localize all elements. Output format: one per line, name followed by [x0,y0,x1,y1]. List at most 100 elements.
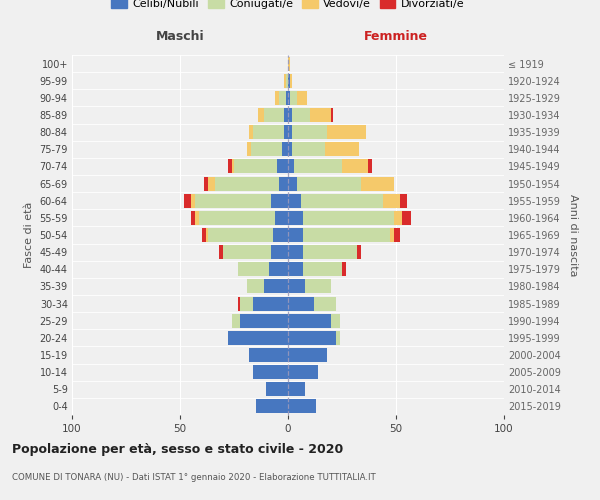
Bar [327,125,366,139]
Bar [269,262,288,276]
Bar [195,194,271,207]
Text: Maschi: Maschi [155,30,205,43]
Bar [184,194,191,207]
Bar [232,314,241,328]
Bar [223,245,271,259]
Bar [249,348,288,362]
Bar [303,245,357,259]
Bar [303,262,342,276]
Text: COMUNE DI TONARA (NU) - Dati ISTAT 1° gennaio 2020 - Elaborazione TUTTITALIA.IT: COMUNE DI TONARA (NU) - Dati ISTAT 1° ge… [12,472,376,482]
Bar [275,91,280,105]
Y-axis label: Fasce di età: Fasce di età [24,202,34,268]
Bar [292,108,310,122]
Bar [288,194,301,207]
Bar [271,245,288,259]
Bar [288,211,303,225]
Bar [195,211,199,225]
Bar [232,160,234,173]
Legend: Celibi/Nubili, Coniugati/e, Vedovi/e, Divorziati/e: Celibi/Nubili, Coniugati/e, Vedovi/e, Di… [107,0,469,14]
Bar [305,280,331,293]
Bar [288,56,290,70]
Bar [286,74,288,88]
Bar [357,245,361,259]
Bar [288,228,303,242]
Bar [238,296,241,310]
Bar [280,91,286,105]
Bar [199,211,275,225]
Bar [301,194,383,207]
Bar [253,125,284,139]
Bar [394,211,403,225]
Bar [288,160,295,173]
Bar [342,160,368,173]
Bar [288,382,305,396]
Bar [227,160,232,173]
Bar [288,91,290,105]
Bar [275,211,288,225]
Bar [335,331,340,345]
Bar [241,296,253,310]
Bar [290,91,296,105]
Bar [288,125,292,139]
Bar [258,108,264,122]
Bar [266,382,288,396]
Bar [325,142,359,156]
Bar [264,280,288,293]
Bar [208,228,273,242]
Bar [227,331,288,345]
Bar [288,400,316,413]
Bar [288,108,292,122]
Bar [219,245,223,259]
Bar [238,262,269,276]
Bar [202,228,206,242]
Bar [191,194,195,207]
Text: Femmine: Femmine [364,30,428,43]
Bar [281,142,288,156]
Bar [206,228,208,242]
Bar [204,176,208,190]
Bar [288,280,305,293]
Bar [288,348,327,362]
Bar [295,160,342,173]
Bar [288,262,303,276]
Bar [284,74,286,88]
Bar [191,211,195,225]
Bar [215,176,280,190]
Bar [277,160,288,173]
Bar [288,296,314,310]
Text: Popolazione per età, sesso e stato civile - 2020: Popolazione per età, sesso e stato civil… [12,442,343,456]
Bar [331,314,340,328]
Bar [264,108,284,122]
Bar [247,142,251,156]
Bar [247,280,264,293]
Bar [288,142,292,156]
Bar [273,228,288,242]
Bar [253,365,288,379]
Bar [314,296,335,310]
Bar [288,331,335,345]
Bar [303,211,394,225]
Bar [271,194,288,207]
Bar [296,91,307,105]
Bar [256,400,288,413]
Bar [400,194,407,207]
Bar [253,296,288,310]
Bar [288,365,318,379]
Bar [284,125,288,139]
Bar [241,314,288,328]
Bar [234,160,277,173]
Bar [208,176,215,190]
Bar [389,228,394,242]
Bar [303,228,389,242]
Bar [292,142,325,156]
Bar [361,176,394,190]
Y-axis label: Anni di nascita: Anni di nascita [568,194,578,276]
Bar [403,211,411,225]
Bar [383,194,400,207]
Bar [342,262,346,276]
Bar [368,160,372,173]
Bar [331,108,334,122]
Bar [296,176,361,190]
Bar [310,108,331,122]
Bar [288,176,296,190]
